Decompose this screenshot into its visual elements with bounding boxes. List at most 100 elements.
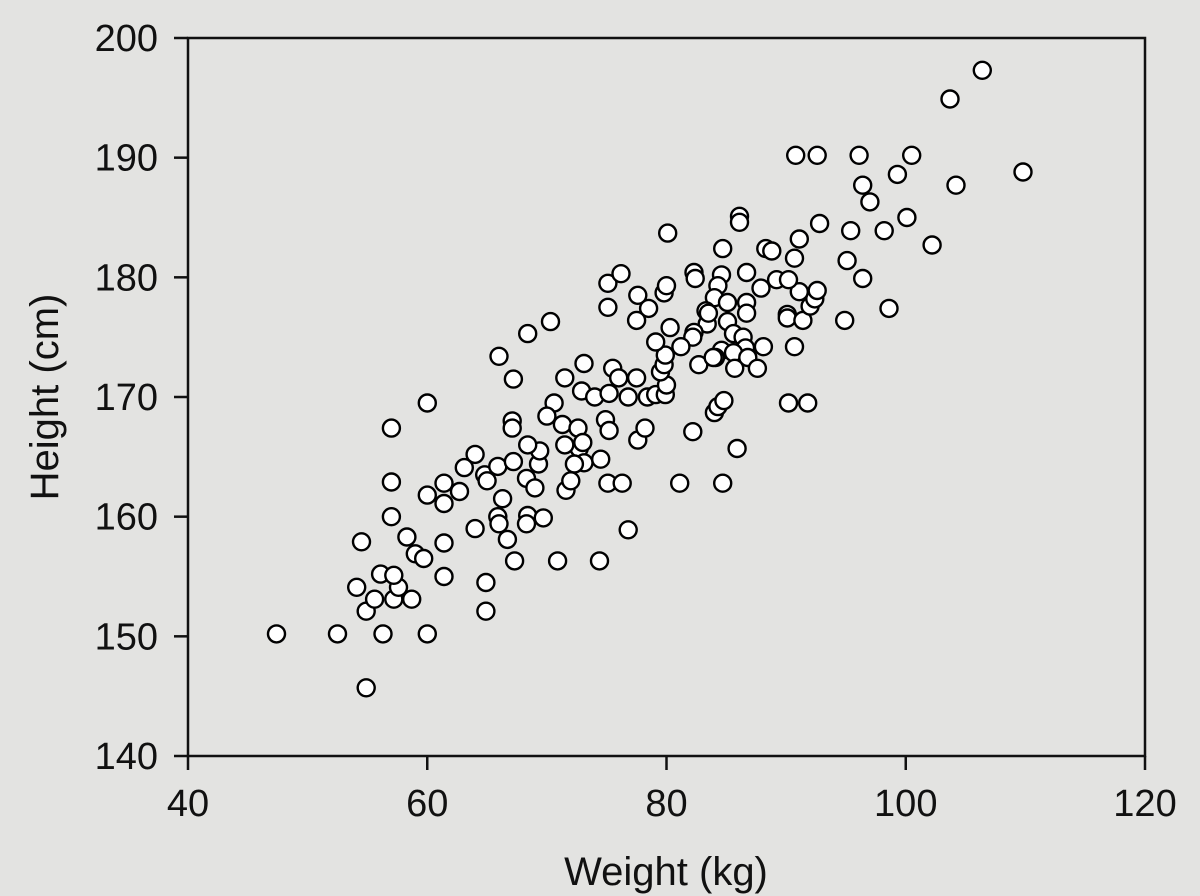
data-point bbox=[574, 353, 594, 374]
data-point bbox=[599, 383, 619, 404]
x-tick-label: 120 bbox=[1113, 783, 1176, 825]
data-point bbox=[638, 298, 659, 319]
data-point bbox=[762, 241, 782, 261]
x-axis: 40 60 80 100 120 bbox=[167, 756, 1177, 825]
data-point bbox=[635, 418, 655, 438]
data-point bbox=[670, 473, 690, 493]
data-point bbox=[364, 589, 385, 609]
data-point bbox=[655, 345, 675, 365]
data-point bbox=[591, 449, 611, 469]
data-point bbox=[598, 297, 618, 317]
data-point bbox=[618, 520, 638, 540]
data-point bbox=[713, 238, 733, 259]
x-tick-label: 60 bbox=[406, 783, 448, 825]
data-point bbox=[946, 175, 966, 195]
data-point bbox=[547, 551, 568, 571]
data-point bbox=[729, 212, 750, 233]
data-point bbox=[489, 346, 509, 366]
data-point bbox=[347, 577, 367, 597]
data-point bbox=[612, 473, 632, 493]
data-point bbox=[555, 435, 575, 455]
data-point bbox=[414, 548, 434, 569]
data-point bbox=[552, 414, 573, 435]
data-point bbox=[476, 572, 496, 593]
data-point bbox=[381, 418, 402, 438]
data-point bbox=[518, 435, 538, 455]
data-point bbox=[685, 268, 705, 289]
y-tick-label: 140 bbox=[95, 736, 158, 778]
y-tick-label: 160 bbox=[95, 497, 158, 539]
data-point bbox=[417, 485, 437, 505]
data-point bbox=[351, 532, 372, 552]
data-point bbox=[454, 457, 474, 478]
data-point bbox=[753, 337, 774, 357]
data-point bbox=[703, 347, 723, 368]
y-tick-label: 190 bbox=[95, 138, 158, 180]
data-point bbox=[434, 566, 454, 587]
data-point bbox=[564, 454, 585, 474]
data-point bbox=[874, 220, 894, 241]
data-point bbox=[516, 514, 537, 534]
data-point bbox=[786, 145, 806, 166]
data-point bbox=[417, 393, 437, 413]
data-point bbox=[492, 489, 513, 509]
data-point bbox=[853, 175, 873, 195]
data-point bbox=[356, 678, 376, 698]
data-point bbox=[540, 311, 561, 332]
data-point bbox=[381, 507, 402, 527]
data-point bbox=[609, 368, 629, 388]
data-point bbox=[465, 444, 485, 465]
data-point bbox=[751, 278, 771, 298]
data-point bbox=[489, 514, 509, 534]
data-point bbox=[747, 358, 768, 378]
data-point bbox=[502, 418, 522, 438]
data-point bbox=[477, 471, 497, 491]
data-point bbox=[714, 390, 734, 411]
data-point bbox=[384, 565, 404, 585]
data-point bbox=[525, 478, 545, 498]
data-point bbox=[618, 387, 638, 407]
data-point bbox=[518, 323, 538, 344]
data-point bbox=[837, 250, 857, 271]
data-point bbox=[853, 268, 873, 289]
data-point bbox=[626, 310, 647, 331]
data-point bbox=[809, 213, 830, 234]
data-point bbox=[503, 369, 524, 389]
data-point bbox=[397, 527, 417, 547]
data-point bbox=[789, 282, 809, 302]
data-point bbox=[656, 276, 677, 296]
data-point bbox=[417, 624, 437, 644]
y-tick-label: 180 bbox=[95, 257, 158, 299]
data-point bbox=[488, 456, 508, 477]
data-point bbox=[789, 229, 809, 249]
data-point bbox=[887, 164, 908, 185]
x-tick-label: 80 bbox=[645, 783, 687, 825]
data-point bbox=[628, 285, 648, 305]
data-point bbox=[784, 248, 805, 268]
y-tick-label: 170 bbox=[95, 377, 158, 419]
data-point bbox=[434, 473, 454, 493]
data-point bbox=[504, 551, 525, 571]
data-point bbox=[646, 332, 666, 352]
data-point bbox=[561, 471, 581, 491]
y-tick-label: 200 bbox=[95, 18, 158, 60]
data-point bbox=[573, 432, 593, 453]
data-point bbox=[784, 337, 805, 357]
data-point bbox=[777, 308, 797, 328]
data-point bbox=[589, 551, 610, 571]
data-point bbox=[725, 358, 745, 378]
data-point bbox=[533, 508, 553, 528]
x-axis-title: Weight (kg) bbox=[564, 850, 768, 894]
data-point bbox=[736, 262, 757, 283]
data-point bbox=[778, 393, 799, 413]
data-point bbox=[266, 624, 287, 644]
data-point bbox=[611, 264, 631, 284]
data-point bbox=[807, 280, 827, 301]
data-point bbox=[683, 422, 703, 442]
data-point bbox=[465, 518, 485, 539]
y-tick-label: 150 bbox=[95, 616, 158, 658]
data-points bbox=[266, 60, 1033, 698]
data-point bbox=[922, 235, 942, 255]
data-point bbox=[717, 292, 738, 313]
data-point bbox=[381, 472, 402, 492]
